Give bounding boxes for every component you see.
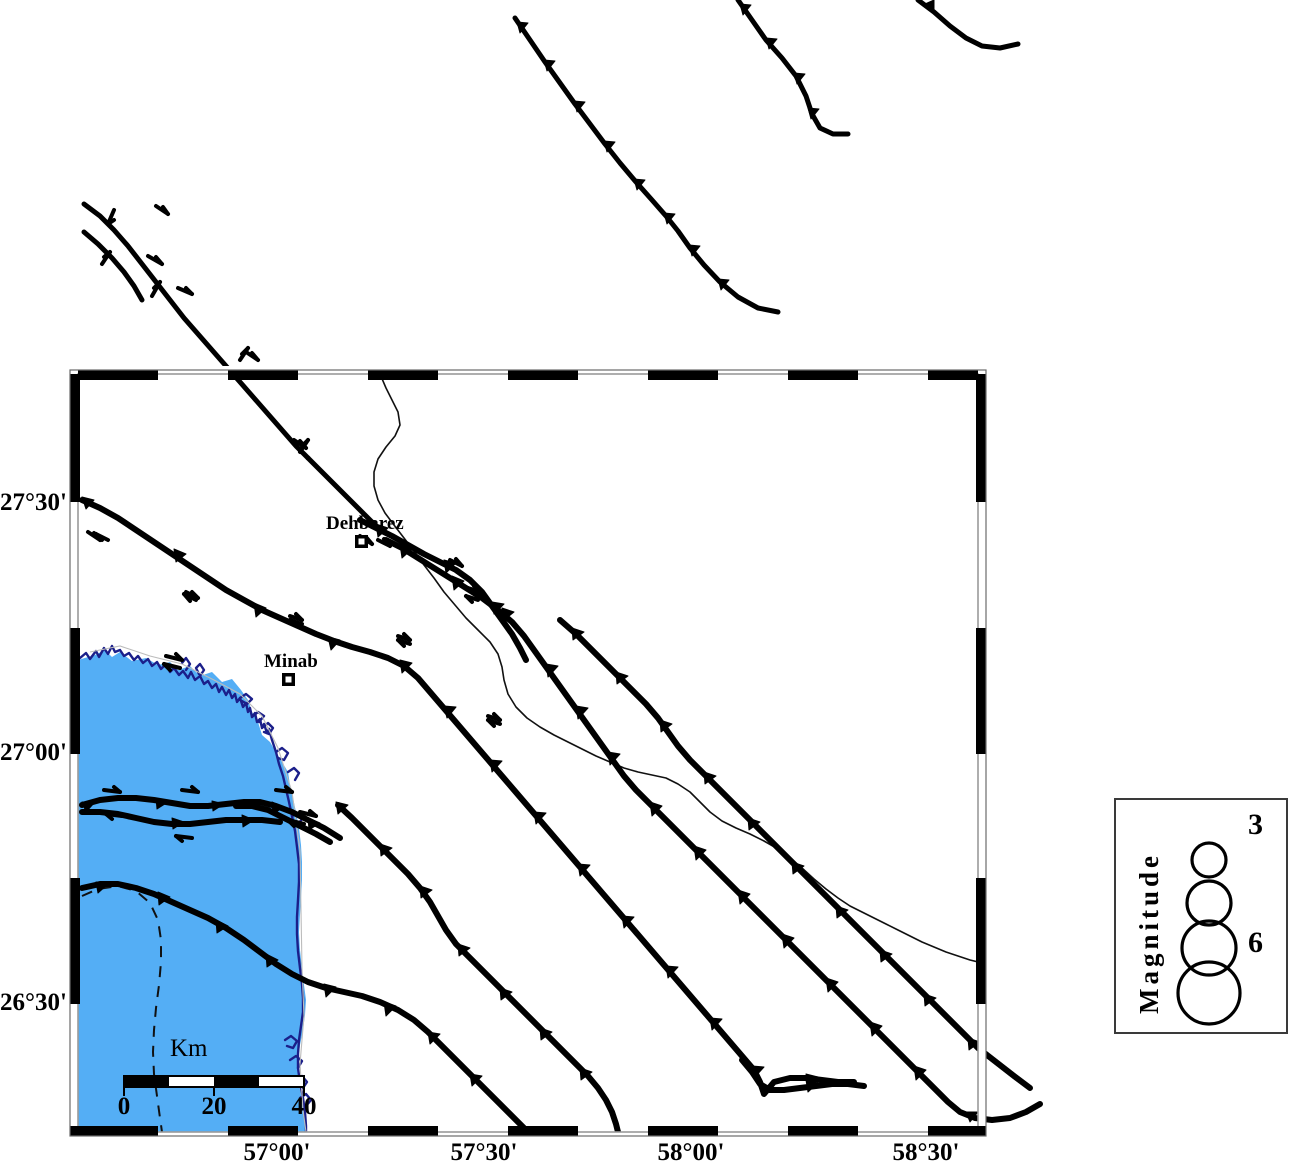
fault-thrust-13 [739, 1057, 867, 1093]
thrust-teeth-7 [95, 881, 483, 1087]
scale-tick-40: 40 [291, 1093, 317, 1120]
scale-tick-20: 20 [201, 1093, 227, 1120]
thrust-teeth-6 [399, 543, 979, 1123]
coastline-inner [89, 645, 307, 1132]
lat-label-2700: 27°00' [0, 739, 67, 766]
fault-thrust-2 [735, 0, 851, 137]
lat-label-2730: 27°30' [0, 489, 67, 516]
lon-label-5800: 58°00' [657, 1139, 725, 1166]
strikeslip-arrows-group-3 [102, 785, 318, 843]
thrust-teeth-1 [516, 21, 730, 291]
thrust-teeth-12 [335, 801, 593, 1081]
thrust-teeth-11 [571, 627, 981, 1051]
scale-bar [123, 1075, 305, 1096]
strikeslip-arrows-group-1 [100, 204, 310, 454]
thrust-teeth-9 [171, 814, 255, 830]
city-markers [282, 535, 368, 686]
thrust-teeth-2 [739, 3, 820, 120]
map-frame [69, 366, 987, 1140]
city-label-dehbarez: Dehbarez [326, 513, 404, 534]
fault-thrust-4 [79, 497, 857, 1097]
lon-label-5730: 57°30' [450, 1139, 518, 1166]
frame-left-checkers [70, 374, 80, 1136]
fault-strikeslip-1b [81, 229, 145, 303]
river-line [373, 374, 978, 963]
legend-circle-3 [1180, 919, 1238, 977]
thrust-faults [79, 0, 1043, 1135]
fault-strikeslip-1 [81, 201, 311, 461]
magnitude-legend-bottom-value: 6 [1248, 926, 1263, 959]
fault-thrust-5 [357, 517, 529, 663]
sea-region [78, 650, 306, 1132]
scale-tick-0: 0 [117, 1093, 131, 1120]
city-label-minab: Minab [264, 651, 318, 672]
strikeslip-arrows-group-4 [376, 537, 482, 604]
fault-thrust-12 [335, 802, 621, 1135]
legend-circle-1 [1190, 841, 1228, 879]
thrust-teeth-13 [805, 1079, 819, 1093]
frame-top-checkers [78, 370, 978, 380]
fault-thrust-10 [233, 803, 333, 845]
lon-label-5830: 58°30' [892, 1139, 960, 1166]
frame-bottom-checkers [78, 1126, 978, 1136]
lon-label-5700: 57°00' [243, 1139, 311, 1166]
legend-circle-2 [1185, 879, 1233, 927]
scale-bar-title: Km [170, 1035, 208, 1062]
frame-right-checkers [976, 374, 986, 1136]
fault-strikeslip-2 [305, 455, 381, 531]
sea-polygon [78, 650, 306, 1132]
magnitude-legend-box [1114, 798, 1288, 1034]
lat-label-2630: 26°30' [0, 989, 67, 1016]
magnitude-legend-top-value: 3 [1248, 808, 1263, 841]
legend-circle-4 [1176, 960, 1242, 1026]
thrust-teeth-3 [924, 0, 935, 13]
